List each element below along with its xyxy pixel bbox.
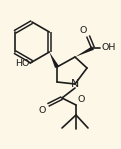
Text: O: O <box>80 26 87 35</box>
Text: O: O <box>77 95 84 104</box>
Polygon shape <box>75 46 94 57</box>
Text: O: O <box>39 106 46 115</box>
Text: HO: HO <box>15 59 29 67</box>
Text: N: N <box>71 79 79 89</box>
Polygon shape <box>49 52 59 68</box>
Text: OH: OH <box>101 44 115 52</box>
